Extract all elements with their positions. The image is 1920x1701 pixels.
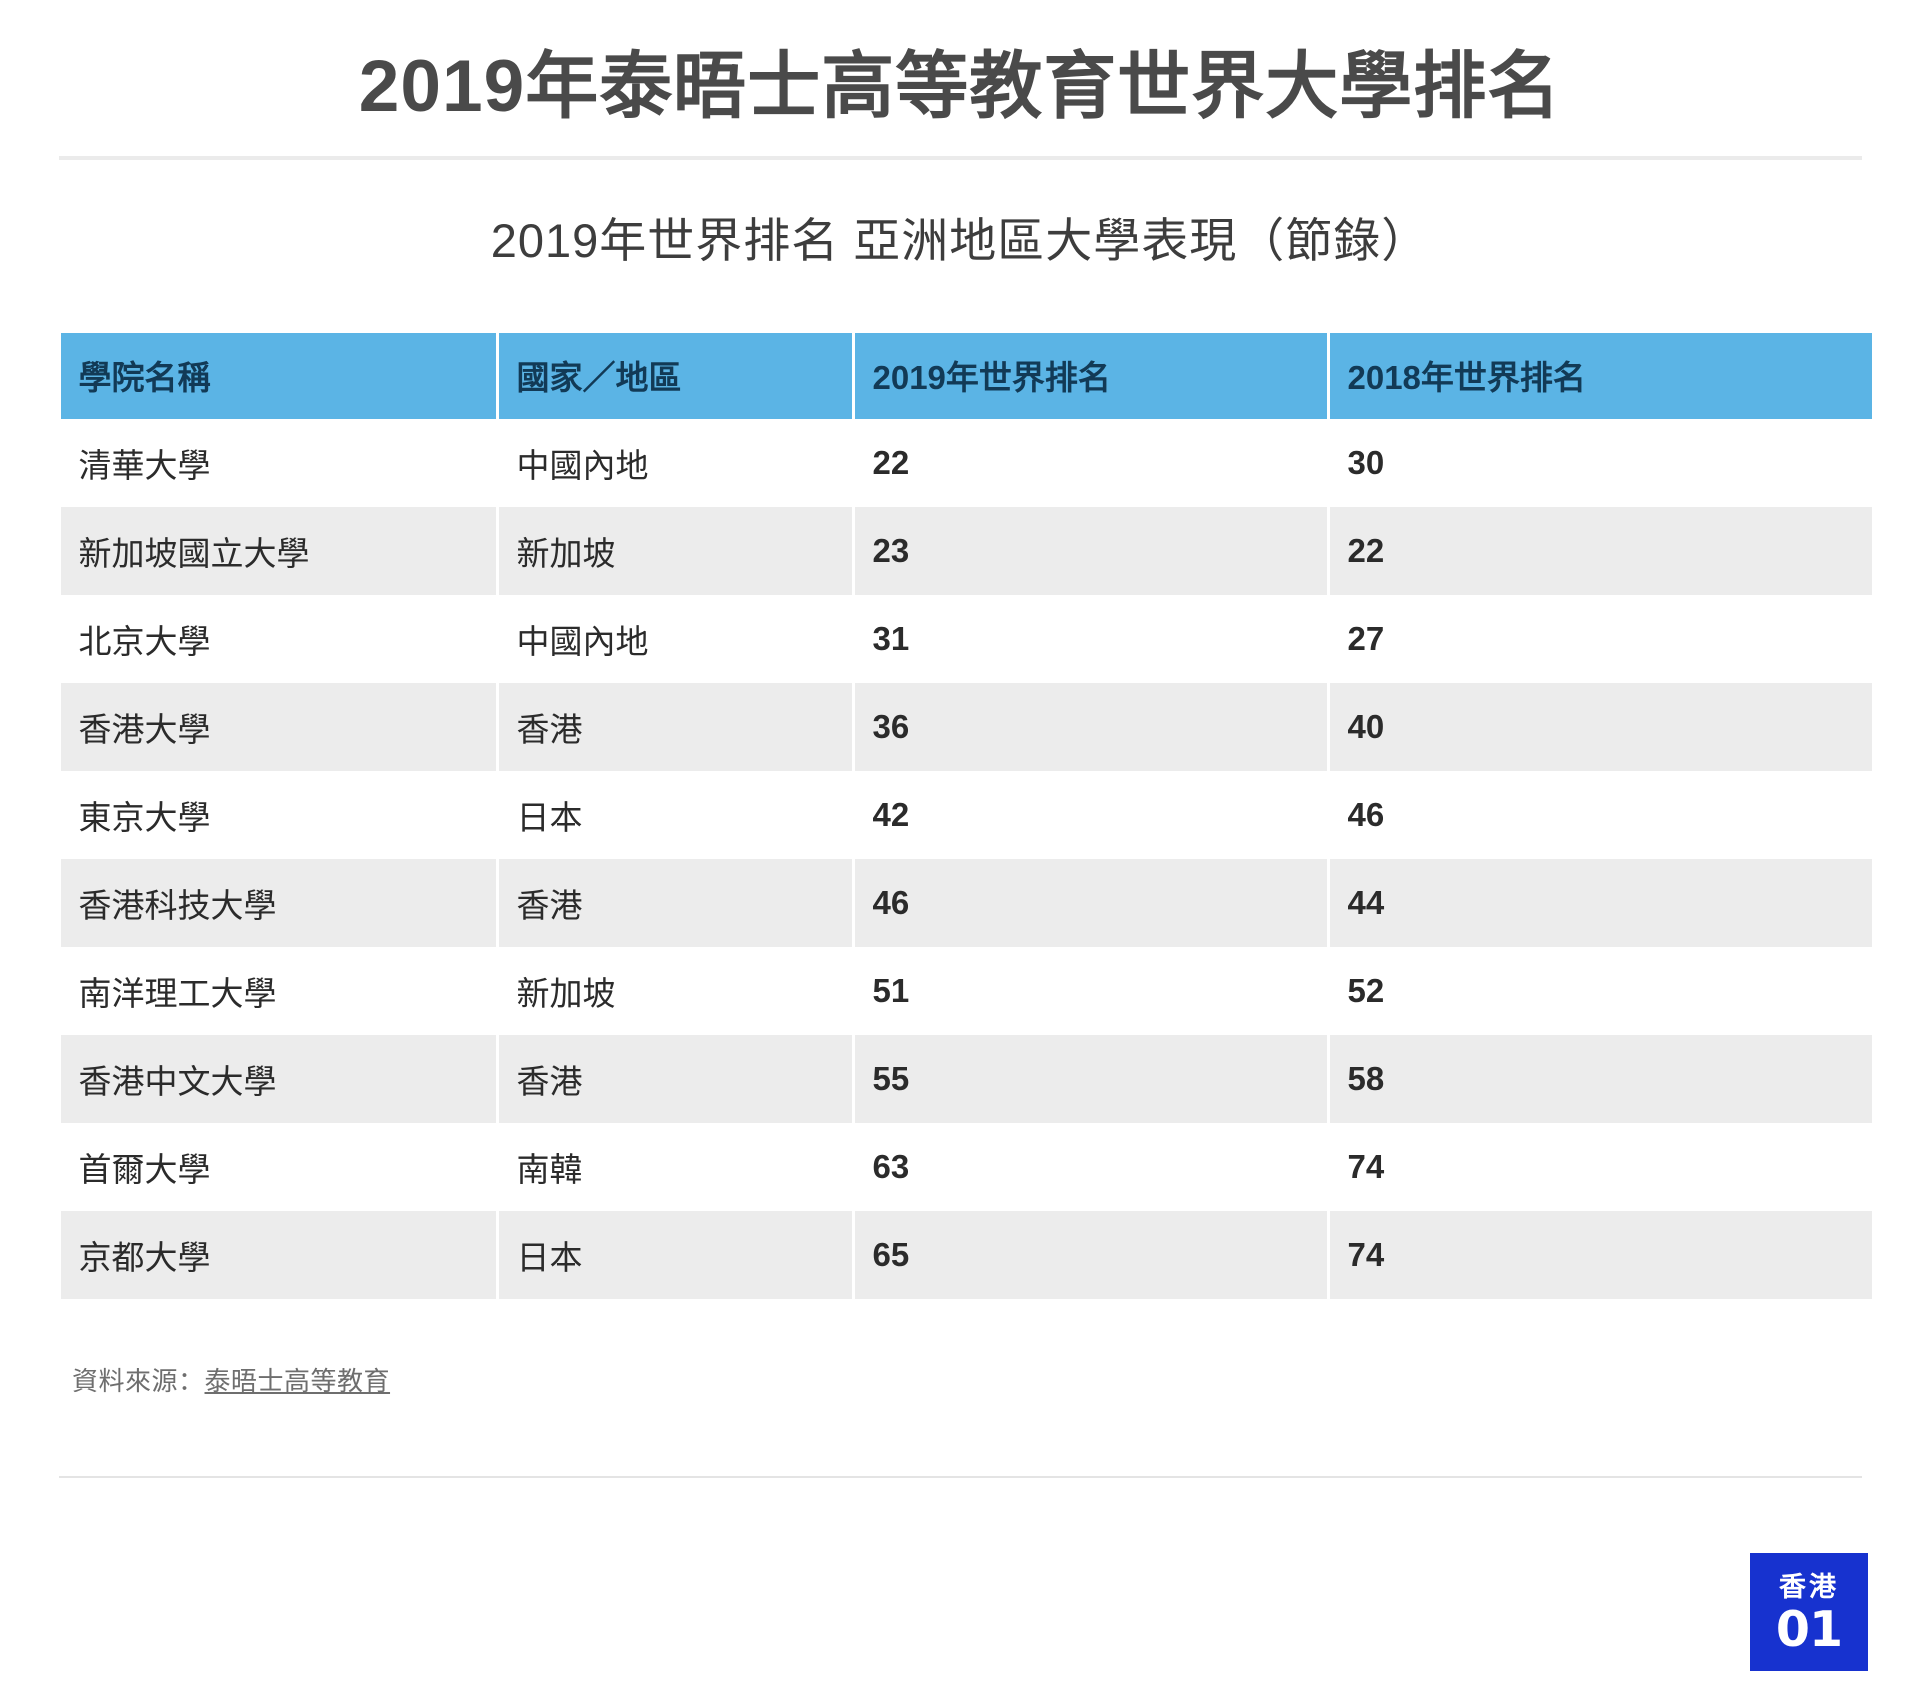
ranking-table: 學院名稱 國家／地區 2019年世界排名 2018年世界排名 清華大學 中國內地…	[58, 332, 1875, 1299]
table-row: 南洋理工大學 新加坡 51 52	[60, 946, 1872, 1035]
source-label: 資料來源：	[72, 1365, 205, 1396]
cell-university: 北京大學	[60, 594, 496, 683]
cell-region: 香港	[498, 1034, 852, 1123]
table-row: 清華大學 中國內地 22 30	[60, 418, 1872, 507]
table-row: 京都大學 日本 65 74	[60, 1210, 1872, 1299]
table-row: 香港中文大學 香港 55 58	[60, 1034, 1872, 1123]
cell-university: 京都大學	[60, 1210, 496, 1299]
cell-region: 日本	[498, 1210, 852, 1299]
cell-university: 香港中文大學	[60, 1034, 496, 1123]
cell-region: 新加坡	[498, 506, 852, 595]
table-row: 新加坡國立大學 新加坡 23 22	[60, 506, 1872, 595]
logo-box: 香港 01	[1750, 1553, 1868, 1671]
cell-rank-2019: 31	[854, 594, 1327, 683]
title-section: 2019年泰晤士高等教育世界大學排名	[0, 0, 1920, 160]
cell-region: 日本	[498, 770, 852, 859]
cell-university: 清華大學	[60, 418, 496, 507]
title-divider	[58, 155, 1862, 160]
column-header-rank-2019: 2019年世界排名	[854, 332, 1327, 419]
source-note: 資料來源：泰晤士高等教育	[72, 1361, 1920, 1398]
column-header-rank-2018: 2018年世界排名	[1329, 332, 1872, 419]
hk01-logo: 香港 01	[1750, 1553, 1868, 1671]
cell-rank-2019: 22	[854, 418, 1327, 507]
cell-rank-2019: 46	[854, 858, 1327, 947]
cell-university: 南洋理工大學	[60, 946, 496, 1035]
cell-region: 南韓	[498, 1122, 852, 1211]
table-header-row: 學院名稱 國家／地區 2019年世界排名 2018年世界排名	[60, 332, 1872, 419]
table-row: 香港大學 香港 36 40	[60, 682, 1872, 771]
table-header: 學院名稱 國家／地區 2019年世界排名 2018年世界排名	[60, 332, 1872, 419]
cell-rank-2018: 27	[1329, 594, 1872, 683]
table-row: 北京大學 中國內地 31 27	[60, 594, 1872, 683]
cell-university: 香港科技大學	[60, 858, 496, 947]
cell-rank-2019: 63	[854, 1122, 1327, 1211]
column-header-university: 學院名稱	[60, 332, 496, 419]
cell-region: 香港	[498, 858, 852, 947]
cell-university: 新加坡國立大學	[60, 506, 496, 595]
cell-rank-2019: 51	[854, 946, 1327, 1035]
ranking-table-container: 學院名稱 國家／地區 2019年世界排名 2018年世界排名 清華大學 中國內地…	[58, 332, 1872, 1299]
cell-rank-2019: 65	[854, 1210, 1327, 1299]
source-link[interactable]: 泰晤士高等教育	[204, 1365, 391, 1396]
cell-rank-2018: 74	[1329, 1210, 1872, 1299]
cell-region: 中國內地	[498, 418, 852, 507]
cell-rank-2019: 23	[854, 506, 1327, 595]
table-row: 東京大學 日本 42 46	[60, 770, 1872, 859]
table-body: 清華大學 中國內地 22 30 新加坡國立大學 新加坡 23 22 北京大學 中…	[60, 418, 1872, 1299]
page-subtitle: 2019年世界排名 亞洲地區大學表現（節錄）	[490, 213, 1430, 267]
cell-university: 香港大學	[60, 682, 496, 771]
cell-rank-2018: 40	[1329, 682, 1872, 771]
cell-rank-2018: 74	[1329, 1122, 1872, 1211]
cell-rank-2018: 30	[1329, 418, 1872, 507]
table-row: 首爾大學 南韓 63 74	[60, 1122, 1872, 1211]
cell-rank-2018: 22	[1329, 506, 1872, 595]
cell-university: 東京大學	[60, 770, 496, 859]
logo-bottom-text: 01	[1775, 1601, 1843, 1658]
cell-rank-2018: 44	[1329, 858, 1872, 947]
page-title: 2019年泰晤士高等教育世界大學排名	[358, 46, 1562, 127]
cell-rank-2018: 52	[1329, 946, 1872, 1035]
cell-region: 香港	[498, 682, 852, 771]
bottom-divider	[58, 1475, 1862, 1478]
cell-region: 新加坡	[498, 946, 852, 1035]
cell-university: 首爾大學	[60, 1122, 496, 1211]
cell-rank-2019: 55	[854, 1034, 1327, 1123]
cell-rank-2018: 58	[1329, 1034, 1872, 1123]
cell-region: 中國內地	[498, 594, 852, 683]
table-row: 香港科技大學 香港 46 44	[60, 858, 1872, 947]
column-header-region: 國家／地區	[498, 332, 852, 419]
logo-top-text: 香港	[1779, 1572, 1839, 1602]
cell-rank-2019: 42	[854, 770, 1327, 859]
cell-rank-2018: 46	[1329, 770, 1872, 859]
cell-rank-2019: 36	[854, 682, 1327, 771]
